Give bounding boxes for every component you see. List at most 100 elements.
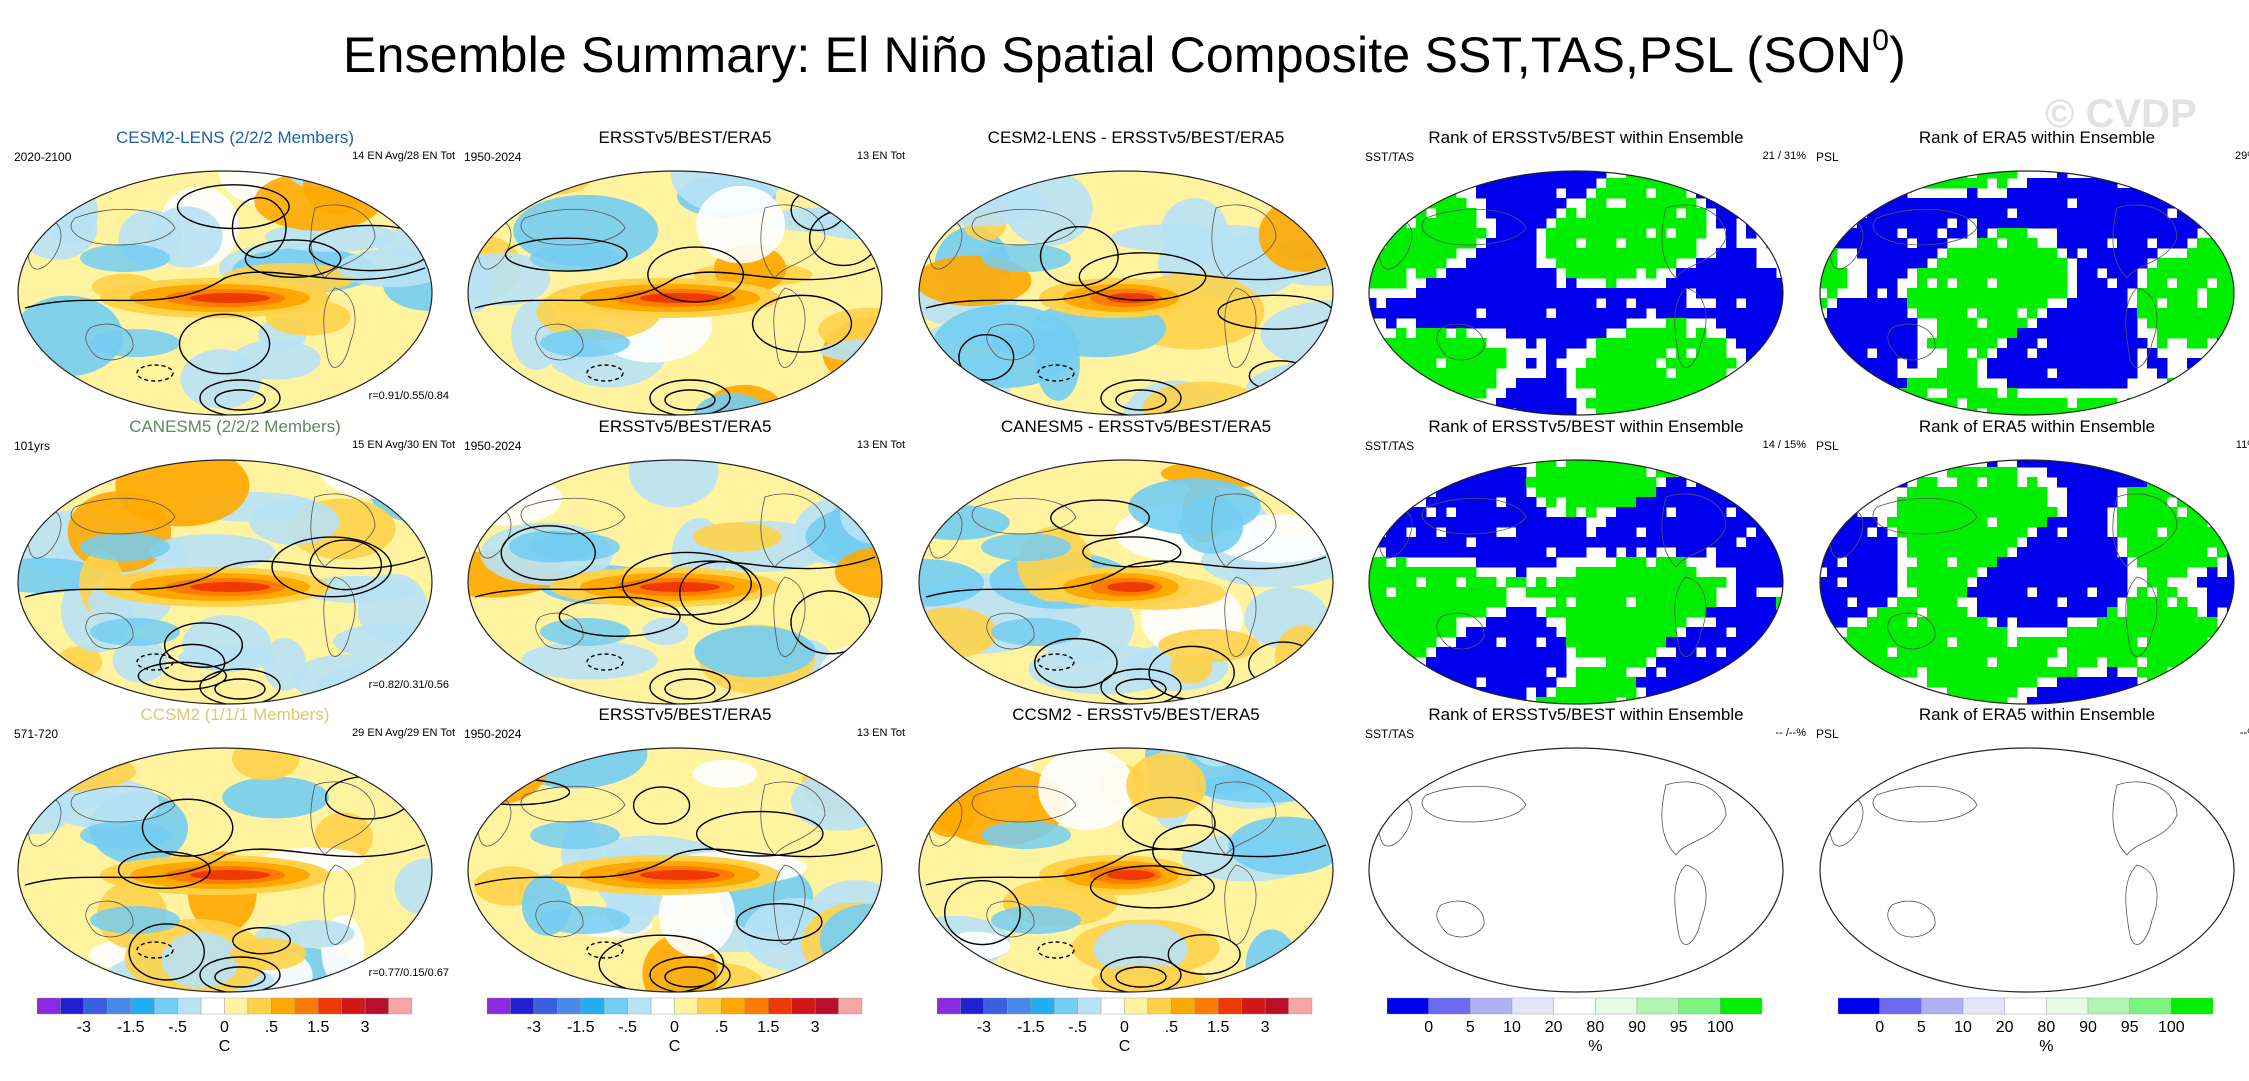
panel-r1-obs: ERSSTv5/BEST/ERA5 1950-2024 13 EN Tot xyxy=(464,417,905,707)
map-outline xyxy=(1819,747,2235,993)
panel-left-label: 571-720 xyxy=(14,727,59,741)
psl-contours xyxy=(925,225,1333,415)
colorbar-tick-label: -3 xyxy=(977,1019,991,1036)
panel-title: Rank of ERSSTv5/BEST within Ensemble xyxy=(1428,417,1744,436)
colorbar-tick-label: .5 xyxy=(715,1019,728,1036)
panel-title: Rank of ERA5 within Ensemble xyxy=(1918,705,2156,724)
rank-shading xyxy=(1820,460,2234,704)
colorbar-1: -3 -1.5 -.5 0 .5 1.5 3 C xyxy=(487,990,907,1060)
map-outline xyxy=(467,459,883,705)
panel-right-label: 14 / 15% xyxy=(1762,439,1806,451)
colorbar-4-svg: 0 5 10 20 80 90 95 100% xyxy=(1838,997,2214,1055)
map-rank1 xyxy=(1368,170,1784,416)
map-obs xyxy=(467,459,883,705)
colorbar-swatch xyxy=(487,997,511,1015)
coastlines xyxy=(1828,493,2178,657)
map-outline xyxy=(17,459,433,705)
panel-title: CANESM5 - ERSSTv5/BEST/ERA5 xyxy=(1000,417,1272,436)
colorbar-swatch xyxy=(1678,997,1721,1015)
colorbar-swatch xyxy=(1007,997,1031,1015)
colorbar-tick-label: 0 xyxy=(1424,1019,1433,1036)
panel-title: ERSSTv5/BEST/ERA5 xyxy=(598,705,772,724)
colorbar-swatch xyxy=(1171,997,1196,1015)
colorbar-unit: C xyxy=(219,1038,231,1055)
colorbar-swatch xyxy=(2004,997,2047,1015)
colorbar-tick-label: 10 xyxy=(1503,1019,1521,1036)
map-shading xyxy=(468,171,882,415)
colorbar-swatch xyxy=(37,997,61,1015)
panel-left-label: SST/TAS xyxy=(1365,727,1415,741)
colorbar-tick-label: 0 xyxy=(1875,1019,1884,1036)
panel-right-label: 11% xyxy=(2235,439,2249,451)
panel-r2-model: CCSM2 (1/1/1 Members) 571-720 29 EN Avg/29… xyxy=(14,705,455,995)
colorbar-swatch xyxy=(674,997,699,1015)
map-outline xyxy=(1368,747,1784,993)
colorbar-swatch xyxy=(1194,997,1219,1015)
coastlines xyxy=(1377,781,1727,945)
panel-left-label: PSL xyxy=(1816,150,1839,164)
colorbar-swatch xyxy=(2046,997,2089,1015)
panel-r1-diff: CANESM5 - ERSSTv5/BEST/ERA5 xyxy=(916,417,1356,707)
psl-contours xyxy=(925,796,1327,992)
colorbar-0: -3 -1.5 -.5 0 .5 1.5 3 C xyxy=(37,990,457,1060)
colorbar-tick-label: 1.5 xyxy=(757,1019,779,1036)
colorbar-tick-label: -1.5 xyxy=(117,1019,145,1036)
colorbar-swatch xyxy=(177,997,202,1015)
colorbar-swatch xyxy=(814,997,839,1015)
colorbar-swatch xyxy=(1241,997,1266,1015)
map-outline xyxy=(467,747,883,993)
colorbar-unit: C xyxy=(669,1038,681,1055)
psl-contours xyxy=(474,525,876,704)
main-title-sup: 0 xyxy=(1872,24,1890,58)
map-outline xyxy=(918,747,1334,993)
map-obs xyxy=(467,170,883,416)
map-shading xyxy=(919,748,1333,992)
map-shading xyxy=(18,748,432,992)
colorbar-tick-label: 90 xyxy=(2079,1019,2097,1036)
panel-left-label: PSL xyxy=(1816,439,1839,453)
map-shading xyxy=(18,171,432,415)
map-model xyxy=(17,170,433,416)
colorbar-swatch xyxy=(1636,997,1679,1015)
panel-right-label: 13 EN Tot xyxy=(856,727,905,739)
colorbar-swatch xyxy=(107,997,131,1015)
map-rank1 xyxy=(1368,459,1784,705)
colorbar-swatch xyxy=(130,997,155,1015)
colorbar-swatch xyxy=(1879,997,1922,1015)
panel-right-label: 15 EN Avg/30 EN Tot xyxy=(352,439,455,451)
map-rank2 xyxy=(1819,170,2235,416)
panel-left-label: SST/TAS xyxy=(1365,439,1415,453)
panel-left-label: 1950-2024 xyxy=(464,439,522,453)
map-outline xyxy=(17,170,433,416)
rank-shading xyxy=(1820,748,2234,992)
colorbar-swatch xyxy=(388,997,413,1015)
colorbar-swatch xyxy=(1838,997,1880,1015)
colorbar-3-svg: 0 5 10 20 80 90 95 100% xyxy=(1387,997,1763,1055)
colorbar-swatch xyxy=(1921,997,1964,1015)
map-outline xyxy=(918,459,1334,705)
colorbar-swatch xyxy=(1124,997,1149,1015)
map-outline xyxy=(467,170,883,416)
map-outline xyxy=(1819,459,2235,705)
psl-contours xyxy=(925,499,1327,704)
colorbar-tick-label: 0 xyxy=(1120,1019,1129,1036)
psl-contours xyxy=(24,775,426,992)
colorbar-swatch xyxy=(271,997,296,1015)
panel-left-label: 1950-2024 xyxy=(464,727,522,741)
colorbar-swatch xyxy=(697,997,722,1015)
panel-title: Rank of ERSSTv5/BEST within Ensemble xyxy=(1428,128,1744,147)
map-model xyxy=(17,459,433,705)
panel-right-label: 13 EN Tot xyxy=(856,150,905,162)
panel-title: Rank of ERA5 within Ensemble xyxy=(1918,128,2156,147)
colorbar-tick-label: -.5 xyxy=(1068,1019,1087,1036)
map-model xyxy=(17,747,433,993)
map-rank1 xyxy=(1368,747,1784,993)
colorbar-swatch xyxy=(1387,997,1429,1015)
colorbar-tick-label: .5 xyxy=(1165,1019,1178,1036)
panel-r2-rank1: Rank of ERSSTv5/BEST within Ensemble SST/… xyxy=(1365,705,1806,995)
panel-title: CCSM2 (1/1/1 Members) xyxy=(140,705,330,724)
colorbar-tick-label: 95 xyxy=(2121,1019,2139,1036)
panel-left-label: 2020-2100 xyxy=(14,150,72,164)
colorbar-tick-label: 5 xyxy=(1917,1019,1926,1036)
panel-right-label: 14 EN Avg/28 EN Tot xyxy=(352,150,455,162)
